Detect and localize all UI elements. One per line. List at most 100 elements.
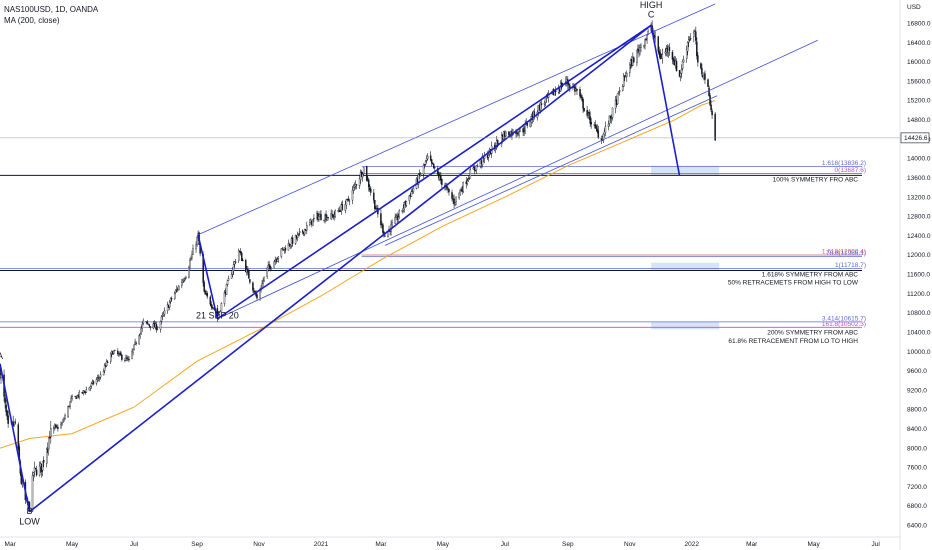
candle	[34, 467, 37, 470]
candle-body	[195, 244, 197, 250]
candle-body	[128, 358, 130, 360]
candle	[398, 208, 400, 220]
channel-line-2	[384, 95, 718, 246]
candle	[495, 135, 498, 151]
candle	[459, 188, 461, 197]
candle	[339, 210, 342, 212]
candle	[318, 213, 320, 222]
candle-body	[473, 166, 476, 171]
candle	[125, 354, 127, 361]
candle-body	[424, 161, 427, 165]
candle	[184, 277, 186, 282]
candle-body	[232, 264, 235, 271]
candle-body	[568, 84, 570, 86]
time-tick-label: Sep	[191, 541, 203, 548]
candle-body	[403, 202, 406, 210]
time-tick-label: 2022	[685, 541, 700, 548]
candle-body	[426, 155, 429, 160]
candle	[232, 260, 235, 275]
candle	[325, 210, 327, 222]
candle	[146, 319, 149, 325]
candle	[181, 278, 183, 289]
candle-body	[345, 199, 348, 206]
candle-body	[362, 167, 365, 174]
candle	[233, 261, 236, 268]
candle-body	[348, 200, 351, 202]
candle	[544, 98, 547, 107]
candle	[576, 88, 578, 95]
candle-body	[32, 472, 35, 476]
price-tick-label: 9200.0	[907, 387, 927, 394]
candle-body	[277, 256, 280, 260]
candle-body	[430, 159, 433, 164]
candle-body	[664, 51, 667, 54]
candle	[408, 195, 411, 205]
candle	[74, 395, 76, 397]
candle-body	[238, 251, 241, 253]
candle	[41, 461, 44, 477]
candle	[239, 247, 242, 256]
candle-body	[234, 261, 237, 263]
candle	[313, 214, 315, 222]
candle-body	[544, 98, 547, 103]
candle	[49, 430, 51, 439]
candle	[276, 257, 279, 263]
candle	[102, 368, 105, 376]
candle	[453, 194, 455, 209]
candle-body	[35, 469, 38, 476]
annotation-2: 50% RETRACEMETS FROM HIGH TO LOW	[728, 279, 859, 286]
candle-body	[312, 219, 314, 226]
candle	[117, 348, 119, 356]
candle-body	[325, 214, 327, 221]
candle	[646, 33, 648, 44]
candle-body	[226, 280, 229, 285]
candle-body	[661, 53, 664, 59]
candle-body	[347, 198, 350, 201]
candle	[686, 41, 689, 56]
candle-body	[34, 467, 37, 469]
target-zones	[651, 165, 720, 330]
candle	[173, 291, 176, 300]
candle-body	[268, 264, 270, 267]
candle	[89, 385, 92, 392]
candle-body	[162, 313, 165, 316]
candle	[523, 126, 525, 137]
candle-body	[505, 131, 507, 137]
candle-body	[323, 219, 325, 221]
candle	[540, 98, 543, 110]
candle	[133, 344, 135, 351]
candle-body	[604, 126, 607, 133]
candle	[204, 289, 206, 295]
candle	[467, 175, 470, 183]
candle	[69, 401, 71, 410]
candle	[135, 341, 137, 346]
chart-labels: 1.618(13836.2)0(13687.6) 1.618(12000.4)78…	[0, 0, 866, 526]
candle-body	[672, 58, 675, 62]
candle	[35, 465, 38, 477]
candle-body	[637, 48, 639, 51]
candle	[417, 173, 420, 189]
candle	[431, 162, 434, 165]
candle	[645, 37, 647, 41]
candle-body	[102, 371, 105, 376]
candle	[284, 245, 287, 254]
candle	[582, 97, 584, 113]
candle	[42, 456, 45, 468]
candle	[245, 258, 247, 273]
candle-body	[451, 192, 453, 199]
candle-body	[681, 61, 684, 69]
candle	[607, 120, 610, 131]
candle	[603, 128, 606, 138]
candle-body	[252, 282, 254, 291]
candle	[543, 100, 546, 108]
abc-swing-lines	[0, 24, 681, 513]
point-label-2: LOW	[19, 516, 40, 526]
candle	[160, 315, 163, 325]
candle-body	[331, 214, 333, 216]
candle	[67, 405, 69, 419]
candle	[440, 172, 442, 185]
candle-body	[597, 130, 600, 138]
candle-body	[284, 248, 287, 251]
candle-body	[62, 419, 64, 423]
